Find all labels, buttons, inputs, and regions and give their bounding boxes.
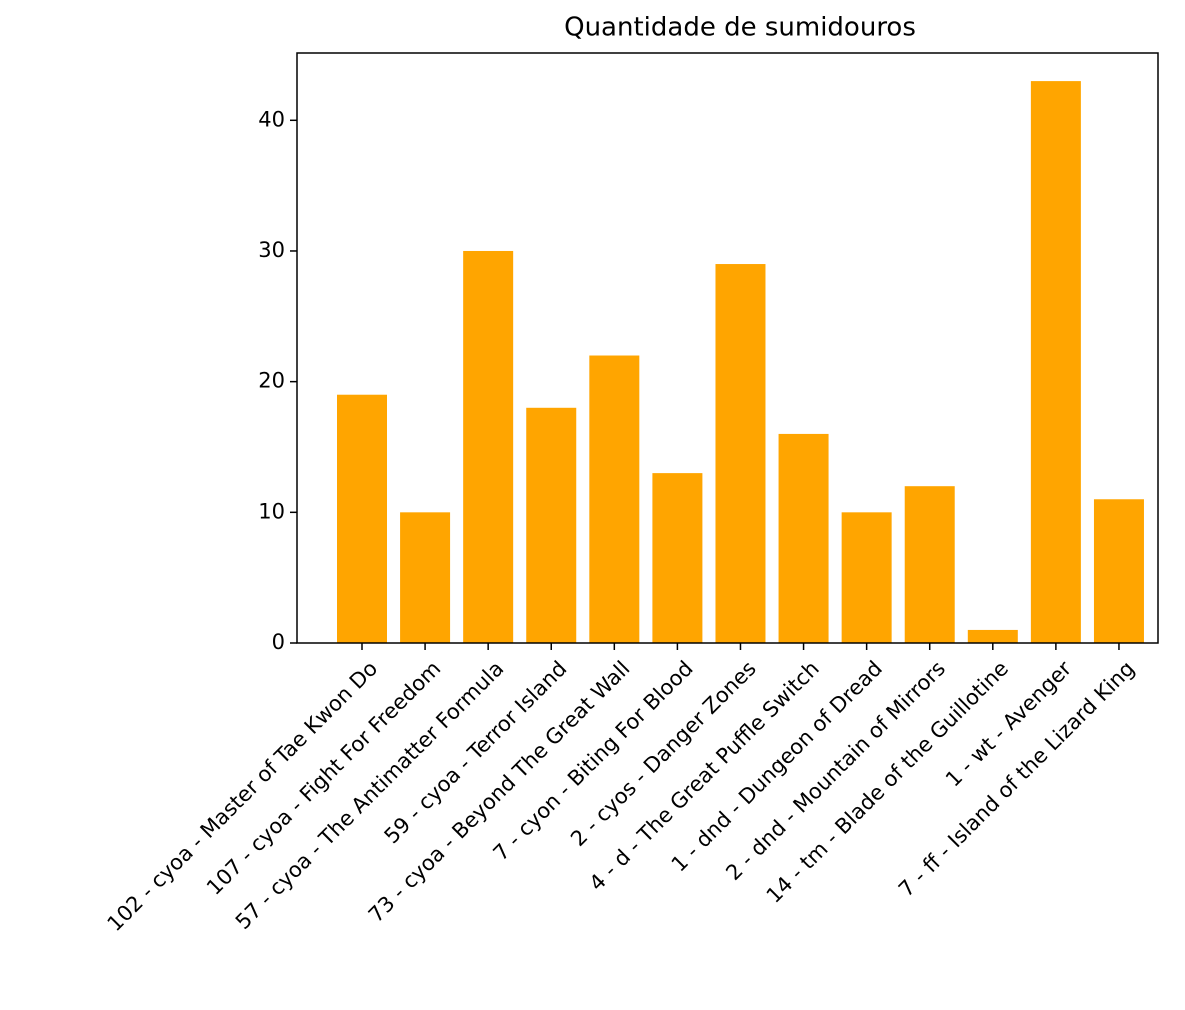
y-tick-label: 40 [258, 107, 285, 131]
y-tick-label: 20 [258, 369, 285, 393]
bar [841, 512, 892, 643]
bar [652, 473, 703, 643]
x-tick-label: 7 - ff - Island of the Lizard King [894, 656, 1139, 901]
chart-title: Quantidade de sumidouros [564, 13, 916, 43]
bar [400, 512, 451, 643]
y-tick-label: 0 [272, 630, 285, 654]
bar [1030, 81, 1081, 644]
bar [778, 433, 829, 643]
bar [463, 250, 514, 643]
bar [715, 264, 766, 643]
bar [1093, 499, 1144, 643]
y-tick-label: 10 [258, 499, 285, 523]
plot-frame [296, 52, 1159, 644]
x-tick-label: 57 - cyoa - The Antimatter Formula [231, 656, 509, 934]
y-tick-label: 30 [258, 238, 285, 262]
bar [526, 407, 577, 643]
bar [904, 486, 955, 643]
bar [337, 394, 387, 643]
bar [589, 355, 640, 643]
bar [967, 629, 1018, 643]
x-tick-label: 107 - cyoa - Fight For Freedom [202, 656, 445, 899]
x-tick-label: 4 - d - The Great Puffle Switch [585, 656, 824, 895]
x-tick-label: 102 - cyoa - Master of Tae Kwon Do [103, 656, 383, 936]
